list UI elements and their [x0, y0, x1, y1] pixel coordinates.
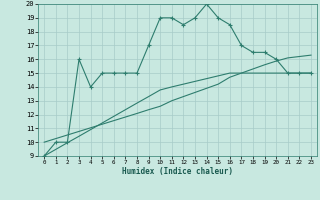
- X-axis label: Humidex (Indice chaleur): Humidex (Indice chaleur): [122, 167, 233, 176]
